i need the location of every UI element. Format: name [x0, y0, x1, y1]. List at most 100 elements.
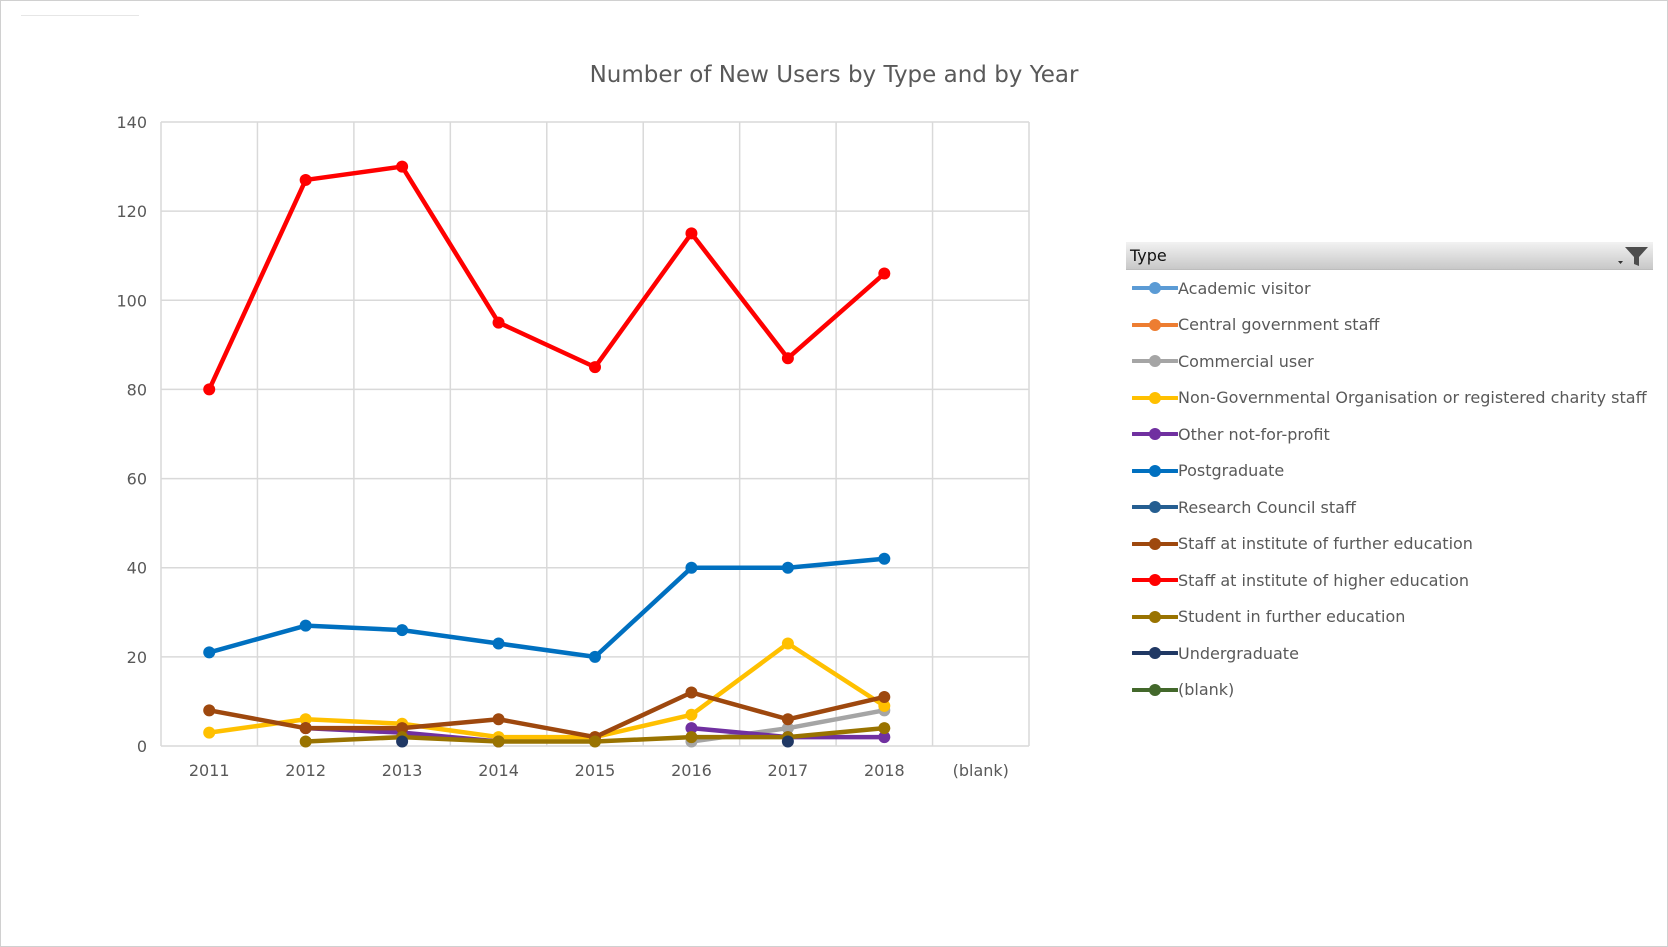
data-point-staff-at-institute-of-further-education [396, 722, 409, 735]
data-point-student-in-further-education [492, 735, 505, 748]
data-point-non-governmental-organisation-or-registered-charity-staff [878, 699, 891, 712]
data-point-staff-at-institute-of-higher-education [492, 316, 505, 329]
data-point-staff-at-institute-of-further-education [203, 704, 216, 717]
data-point-staff-at-institute-of-further-education [492, 713, 505, 726]
y-tick-label: 80 [127, 380, 147, 399]
data-point-staff-at-institute-of-higher-education [203, 383, 216, 396]
x-tick-label: 2017 [768, 761, 809, 780]
data-point-other-not-for-profit [685, 722, 698, 735]
x-tick-label: 2014 [478, 761, 519, 780]
legend-header[interactable]: Type [1126, 242, 1653, 270]
data-point-postgraduate [589, 650, 601, 663]
data-point-other-not-for-profit [878, 731, 891, 744]
legend-item[interactable]: Student in further education [1126, 599, 1653, 636]
y-tick-label: 0 [137, 737, 147, 756]
y-tick-label: 100 [116, 291, 147, 310]
legend-item[interactable]: Staff at institute of higher education [1126, 562, 1653, 599]
data-point-postgraduate [299, 619, 312, 632]
y-tick-label: 120 [116, 202, 147, 221]
data-point-student-in-further-education [685, 731, 698, 744]
data-point-postgraduate [492, 637, 505, 650]
data-point-non-governmental-organisation-or-registered-charity-staff [685, 708, 698, 721]
data-point-staff-at-institute-of-higher-education [589, 361, 601, 374]
data-point-staff-at-institute-of-further-education [299, 722, 312, 735]
legend-label: (blank) [1178, 680, 1235, 700]
x-tick-label: (blank) [953, 761, 1009, 780]
data-point-staff-at-institute-of-higher-education [396, 160, 409, 173]
data-point-commercial-user [781, 722, 794, 735]
legend-marker [1132, 282, 1178, 295]
y-tick-label: 60 [127, 470, 147, 489]
series-line-non-governmental-organisation-or-registered-charity-staff [206, 641, 887, 740]
data-point-undergraduate [396, 735, 409, 748]
data-point-staff-at-institute-of-further-education [781, 713, 794, 726]
top-divider [21, 15, 139, 16]
data-point-staff-at-institute-of-higher-education [781, 352, 794, 365]
legend-item[interactable]: Postgraduate [1126, 453, 1653, 490]
data-point-staff-at-institute-of-further-education [878, 690, 891, 703]
data-point-postgraduate [203, 646, 216, 659]
series-line-staff-at-institute-of-further-education [206, 690, 887, 740]
y-tick-label: 20 [127, 648, 147, 667]
legend-marker [1132, 391, 1178, 404]
legend-label: Staff at institute of higher education [1178, 570, 1470, 590]
x-tick-label: 2015 [575, 761, 616, 780]
series-line-staff-at-institute-of-higher-education [206, 164, 887, 392]
series-line-postgraduate [206, 556, 887, 660]
x-tick-label: 2012 [285, 761, 326, 780]
legend-label: Undergraduate [1178, 643, 1299, 663]
data-point-postgraduate [781, 561, 794, 574]
filter-icon[interactable] [1617, 244, 1651, 268]
legend-label: Commercial user [1178, 351, 1314, 371]
data-point-student-in-further-education [299, 735, 312, 748]
data-point-staff-at-institute-of-higher-education [299, 173, 312, 186]
y-tick-label: 40 [127, 559, 147, 578]
legend-label: Non-Governmental Organisation or registe… [1178, 388, 1647, 408]
legend-item[interactable]: Non-Governmental Organisation or registe… [1126, 380, 1653, 417]
legend-item[interactable]: Academic visitor [1126, 270, 1653, 307]
data-point-staff-at-institute-of-further-education [685, 686, 698, 699]
legend-item[interactable]: (blank) [1126, 672, 1653, 709]
legend[interactable]: Type Academic visitor Central government … [1126, 242, 1653, 708]
legend-label: Student in further education [1178, 607, 1406, 627]
legend-item[interactable]: Other not-for-profit [1126, 416, 1653, 453]
x-tick-label: 2018 [864, 761, 905, 780]
legend-marker [1132, 610, 1178, 623]
data-point-postgraduate [878, 552, 891, 565]
data-point-non-governmental-organisation-or-registered-charity-staff [781, 637, 794, 650]
x-tick-label: 2016 [671, 761, 712, 780]
data-point-staff-at-institute-of-higher-education [878, 267, 891, 280]
data-point-non-governmental-organisation-or-registered-charity-staff [203, 726, 216, 739]
legend-title: Type [1130, 246, 1167, 265]
legend-marker [1132, 647, 1178, 660]
legend-list: Academic visitor Central government staff… [1126, 270, 1653, 708]
legend-marker [1132, 428, 1178, 441]
legend-label: Research Council staff [1178, 497, 1356, 517]
data-point-postgraduate [685, 561, 698, 574]
data-point-non-governmental-organisation-or-registered-charity-staff [299, 713, 312, 726]
legend-marker [1132, 318, 1178, 331]
legend-label: Other not-for-profit [1178, 424, 1330, 444]
legend-label: Postgraduate [1178, 461, 1285, 481]
legend-item[interactable]: Commercial user [1126, 343, 1653, 380]
legend-marker [1132, 501, 1178, 514]
chart-title: Number of New Users by Type and by Year [589, 62, 1079, 88]
legend-item[interactable]: Undergraduate [1126, 635, 1653, 672]
legend-item[interactable]: Staff at institute of further education [1126, 526, 1653, 563]
legend-label: Academic visitor [1178, 278, 1311, 298]
x-tick-label: 2011 [189, 761, 230, 780]
legend-item[interactable]: Central government staff [1126, 307, 1653, 344]
x-tick-label: 2013 [382, 761, 423, 780]
y-tick-label: 140 [116, 113, 147, 132]
data-point-postgraduate [396, 624, 409, 637]
legend-marker [1132, 464, 1178, 477]
legend-label: Central government staff [1178, 315, 1380, 335]
data-point-student-in-further-education [589, 735, 601, 748]
legend-marker [1132, 683, 1178, 696]
legend-marker [1132, 537, 1178, 550]
legend-item[interactable]: Research Council staff [1126, 489, 1653, 526]
data-point-student-in-further-education [878, 722, 891, 735]
legend-label: Staff at institute of further education [1178, 534, 1473, 554]
